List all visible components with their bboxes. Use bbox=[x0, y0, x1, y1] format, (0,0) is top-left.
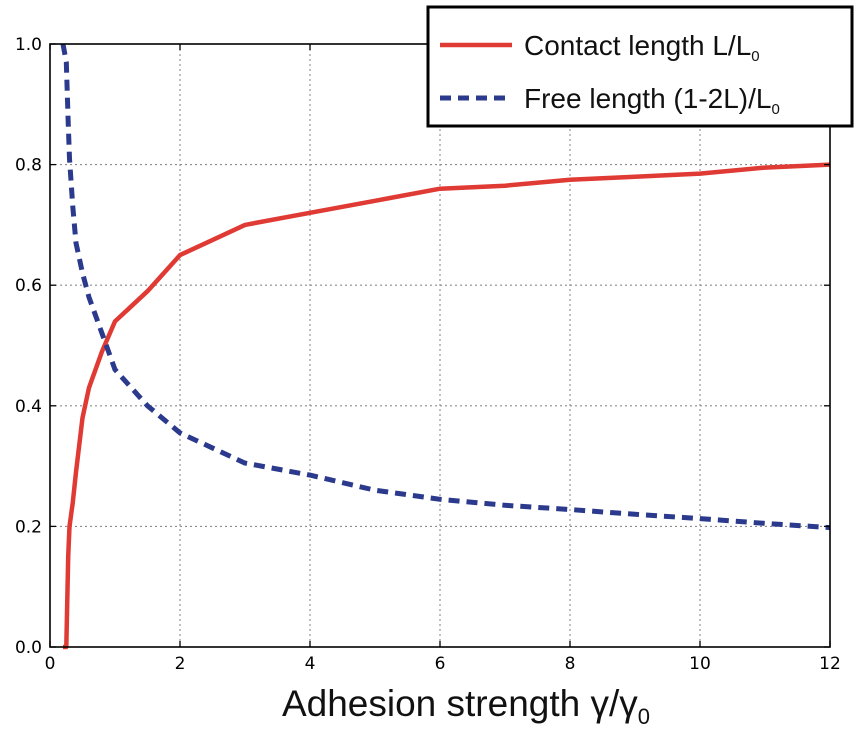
y-tick-label: 0.2 bbox=[15, 517, 42, 537]
x-tick-label: 2 bbox=[175, 654, 186, 674]
y-tick-label: 0.0 bbox=[15, 638, 42, 658]
x-axis-title-subscript: 0 bbox=[638, 704, 650, 729]
y-tick-label: 1.0 bbox=[15, 35, 42, 55]
y-tick-label: 0.8 bbox=[15, 156, 42, 176]
axis-ticks: 0 2 4 6 8 10 12 0.0 0.2 0.4 0.6 0.8 1.0 bbox=[15, 35, 841, 674]
free-length-line bbox=[60, 43, 831, 531]
x-tick-label: 12 bbox=[819, 654, 841, 674]
y-tick-label: 0.6 bbox=[15, 276, 42, 296]
x-tick-label: 0 bbox=[45, 654, 56, 674]
legend-box bbox=[426, 5, 854, 128]
series-lines bbox=[60, 43, 831, 650]
legend-label-subscript: 0 bbox=[751, 48, 759, 65]
legend-label: Contact length L/L0 bbox=[524, 30, 760, 65]
x-tick-label: 4 bbox=[305, 654, 316, 674]
x-tick-label: 6 bbox=[435, 654, 446, 674]
x-axis-title: Adhesion strength γ/γ0 bbox=[282, 683, 650, 729]
y-tick-label: 0.4 bbox=[15, 397, 42, 417]
grid-lines bbox=[50, 44, 830, 647]
x-axis-title-main: Adhesion strength γ/γ bbox=[282, 683, 638, 724]
legend-label-main: Free length (1-2L)/L bbox=[524, 83, 771, 114]
legend-label: Free length (1-2L)/L0 bbox=[524, 83, 780, 118]
legend-label-main: Contact length L/L bbox=[524, 30, 751, 61]
contact-length-line bbox=[63, 162, 831, 650]
x-tick-label: 8 bbox=[565, 654, 576, 674]
legend-label-subscript: 0 bbox=[771, 101, 779, 118]
x-tick-label: 10 bbox=[689, 654, 711, 674]
